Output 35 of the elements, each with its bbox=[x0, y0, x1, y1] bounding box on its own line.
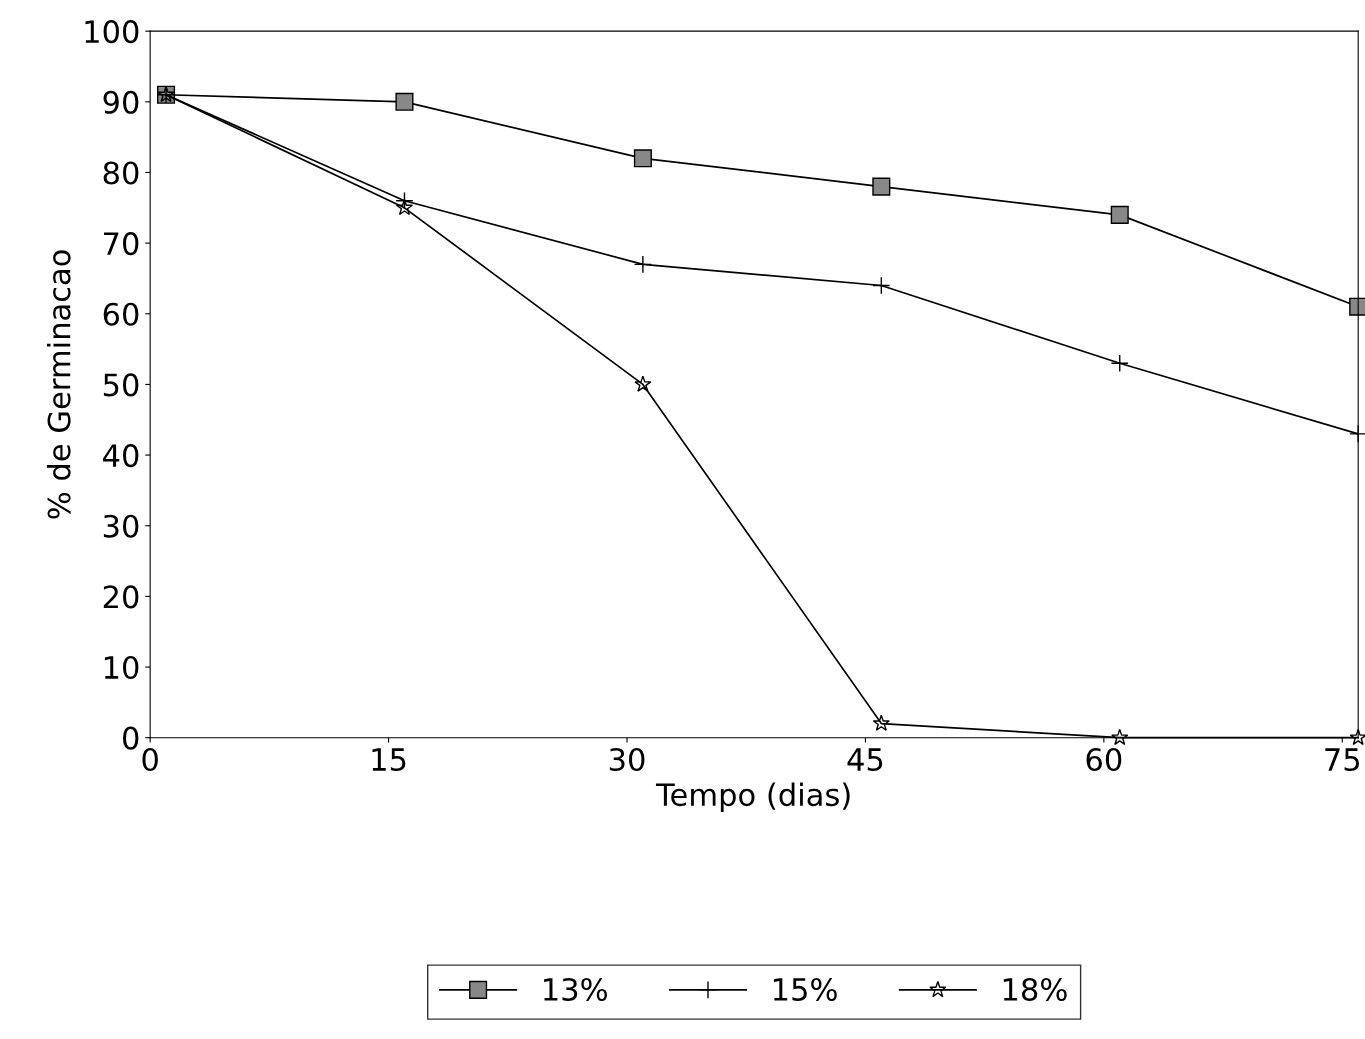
point bbox=[872, 714, 890, 731]
x-tick-label: 75 bbox=[1325, 748, 1360, 772]
y-tick-label: 0 bbox=[123, 726, 139, 750]
y-axis-title: % de Germinacao bbox=[46, 250, 71, 519]
point bbox=[634, 375, 652, 392]
legend-label: 13% bbox=[544, 977, 607, 1002]
x-tick-label: 45 bbox=[847, 748, 883, 772]
legend-label: 18% bbox=[1003, 977, 1067, 1002]
y-tick-label: 60 bbox=[103, 302, 139, 326]
y-tick-label: 10 bbox=[104, 655, 139, 680]
y-tick-label: 20 bbox=[103, 585, 139, 609]
y-tick-label: 70 bbox=[104, 232, 139, 256]
point bbox=[1111, 728, 1129, 746]
x-tick-label: 0 bbox=[142, 747, 158, 772]
point bbox=[395, 191, 414, 210]
x-tick-label: 15 bbox=[372, 748, 406, 772]
point bbox=[395, 198, 414, 216]
point bbox=[872, 276, 891, 295]
x-tick-label: 30 bbox=[609, 747, 645, 772]
point bbox=[872, 177, 891, 196]
y-tick-label: 50 bbox=[103, 373, 139, 397]
y-tick-label: 40 bbox=[103, 444, 139, 468]
x-tick-label: 60 bbox=[1086, 747, 1122, 772]
y-tick-label: 100 bbox=[85, 20, 139, 44]
y-tick-label: 80 bbox=[103, 161, 139, 185]
x-axis-title: Tempo (dias) bbox=[655, 782, 850, 813]
point bbox=[1110, 205, 1129, 224]
point bbox=[633, 149, 652, 168]
y-tick-label: 90 bbox=[103, 90, 139, 114]
y-tick-label: 30 bbox=[103, 514, 139, 538]
legend-label: 15% bbox=[773, 977, 837, 1002]
point bbox=[1110, 354, 1129, 373]
point bbox=[633, 255, 652, 274]
point bbox=[1349, 728, 1365, 746]
point bbox=[395, 92, 414, 111]
